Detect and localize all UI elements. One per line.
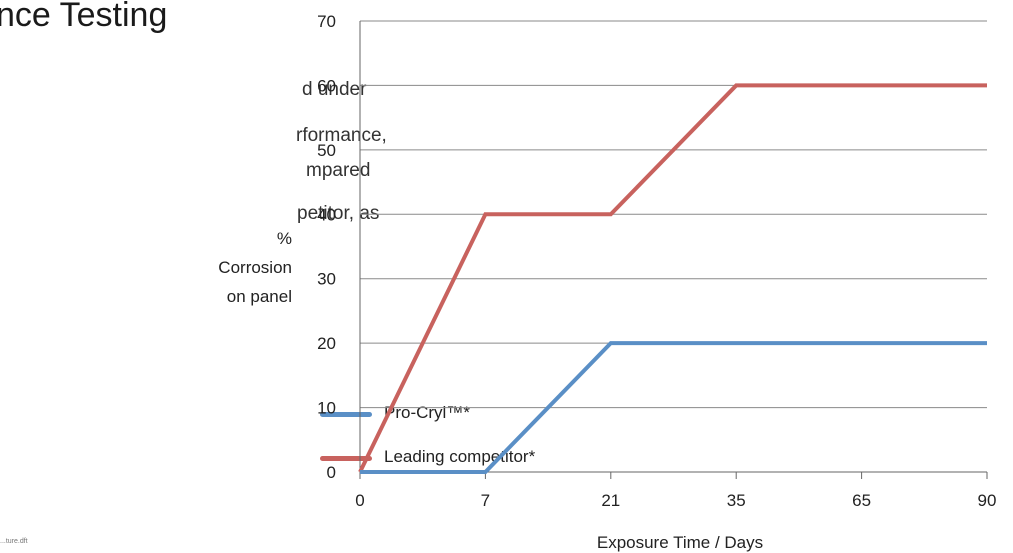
- x-tick-label: 0: [355, 491, 364, 510]
- y-axis-label-line: on panel: [226, 287, 292, 306]
- footnote: ...ture.dft: [0, 538, 28, 545]
- legend-swatch-leading-competitor: [320, 456, 372, 461]
- axes: [359, 21, 988, 479]
- x-tick-labels: 0 7 21 35 65 90: [355, 491, 996, 510]
- y-tick-label: 60: [317, 76, 336, 95]
- y-tick-label: 50: [317, 141, 336, 160]
- y-axis-label-line: %: [276, 229, 292, 248]
- y-axis-label-line: Corrosion: [218, 258, 292, 277]
- body-text-line: mpared: [306, 160, 371, 181]
- x-tick-label: 35: [727, 491, 746, 510]
- y-tick-label: 20: [317, 334, 336, 353]
- y-tick-label: 10: [317, 399, 336, 418]
- x-tick-label: 21: [601, 491, 620, 510]
- grid-lines: [360, 20, 987, 409]
- page-heading: nce Testing: [0, 0, 168, 34]
- body-text-line: d under: [302, 79, 367, 100]
- y-tick-label: 70: [317, 12, 336, 31]
- y-tick-label: 0: [327, 463, 336, 482]
- series-lines: [358, 83, 987, 474]
- x-tick-label: 65: [852, 491, 871, 510]
- y-axis-label: % Corrosion on panel: [188, 224, 292, 311]
- x-tick-label: 90: [978, 491, 997, 510]
- series-line-leading-competitor: [358, 83, 987, 473]
- x-axis-label: Exposure Time / Days: [597, 533, 763, 552]
- series-line-pro-cryl: [360, 341, 987, 474]
- y-tick-labels: 0 10 20 30 40 50 60 70: [317, 12, 336, 482]
- body-text-line: petitor, as: [297, 203, 380, 224]
- y-tick-label: 30: [317, 270, 336, 289]
- legend-swatch-pro-cryl: [320, 412, 372, 417]
- body-text-line: rformance,: [296, 125, 387, 146]
- x-tick-label: 7: [481, 491, 490, 510]
- y-tick-label: 40: [317, 205, 336, 224]
